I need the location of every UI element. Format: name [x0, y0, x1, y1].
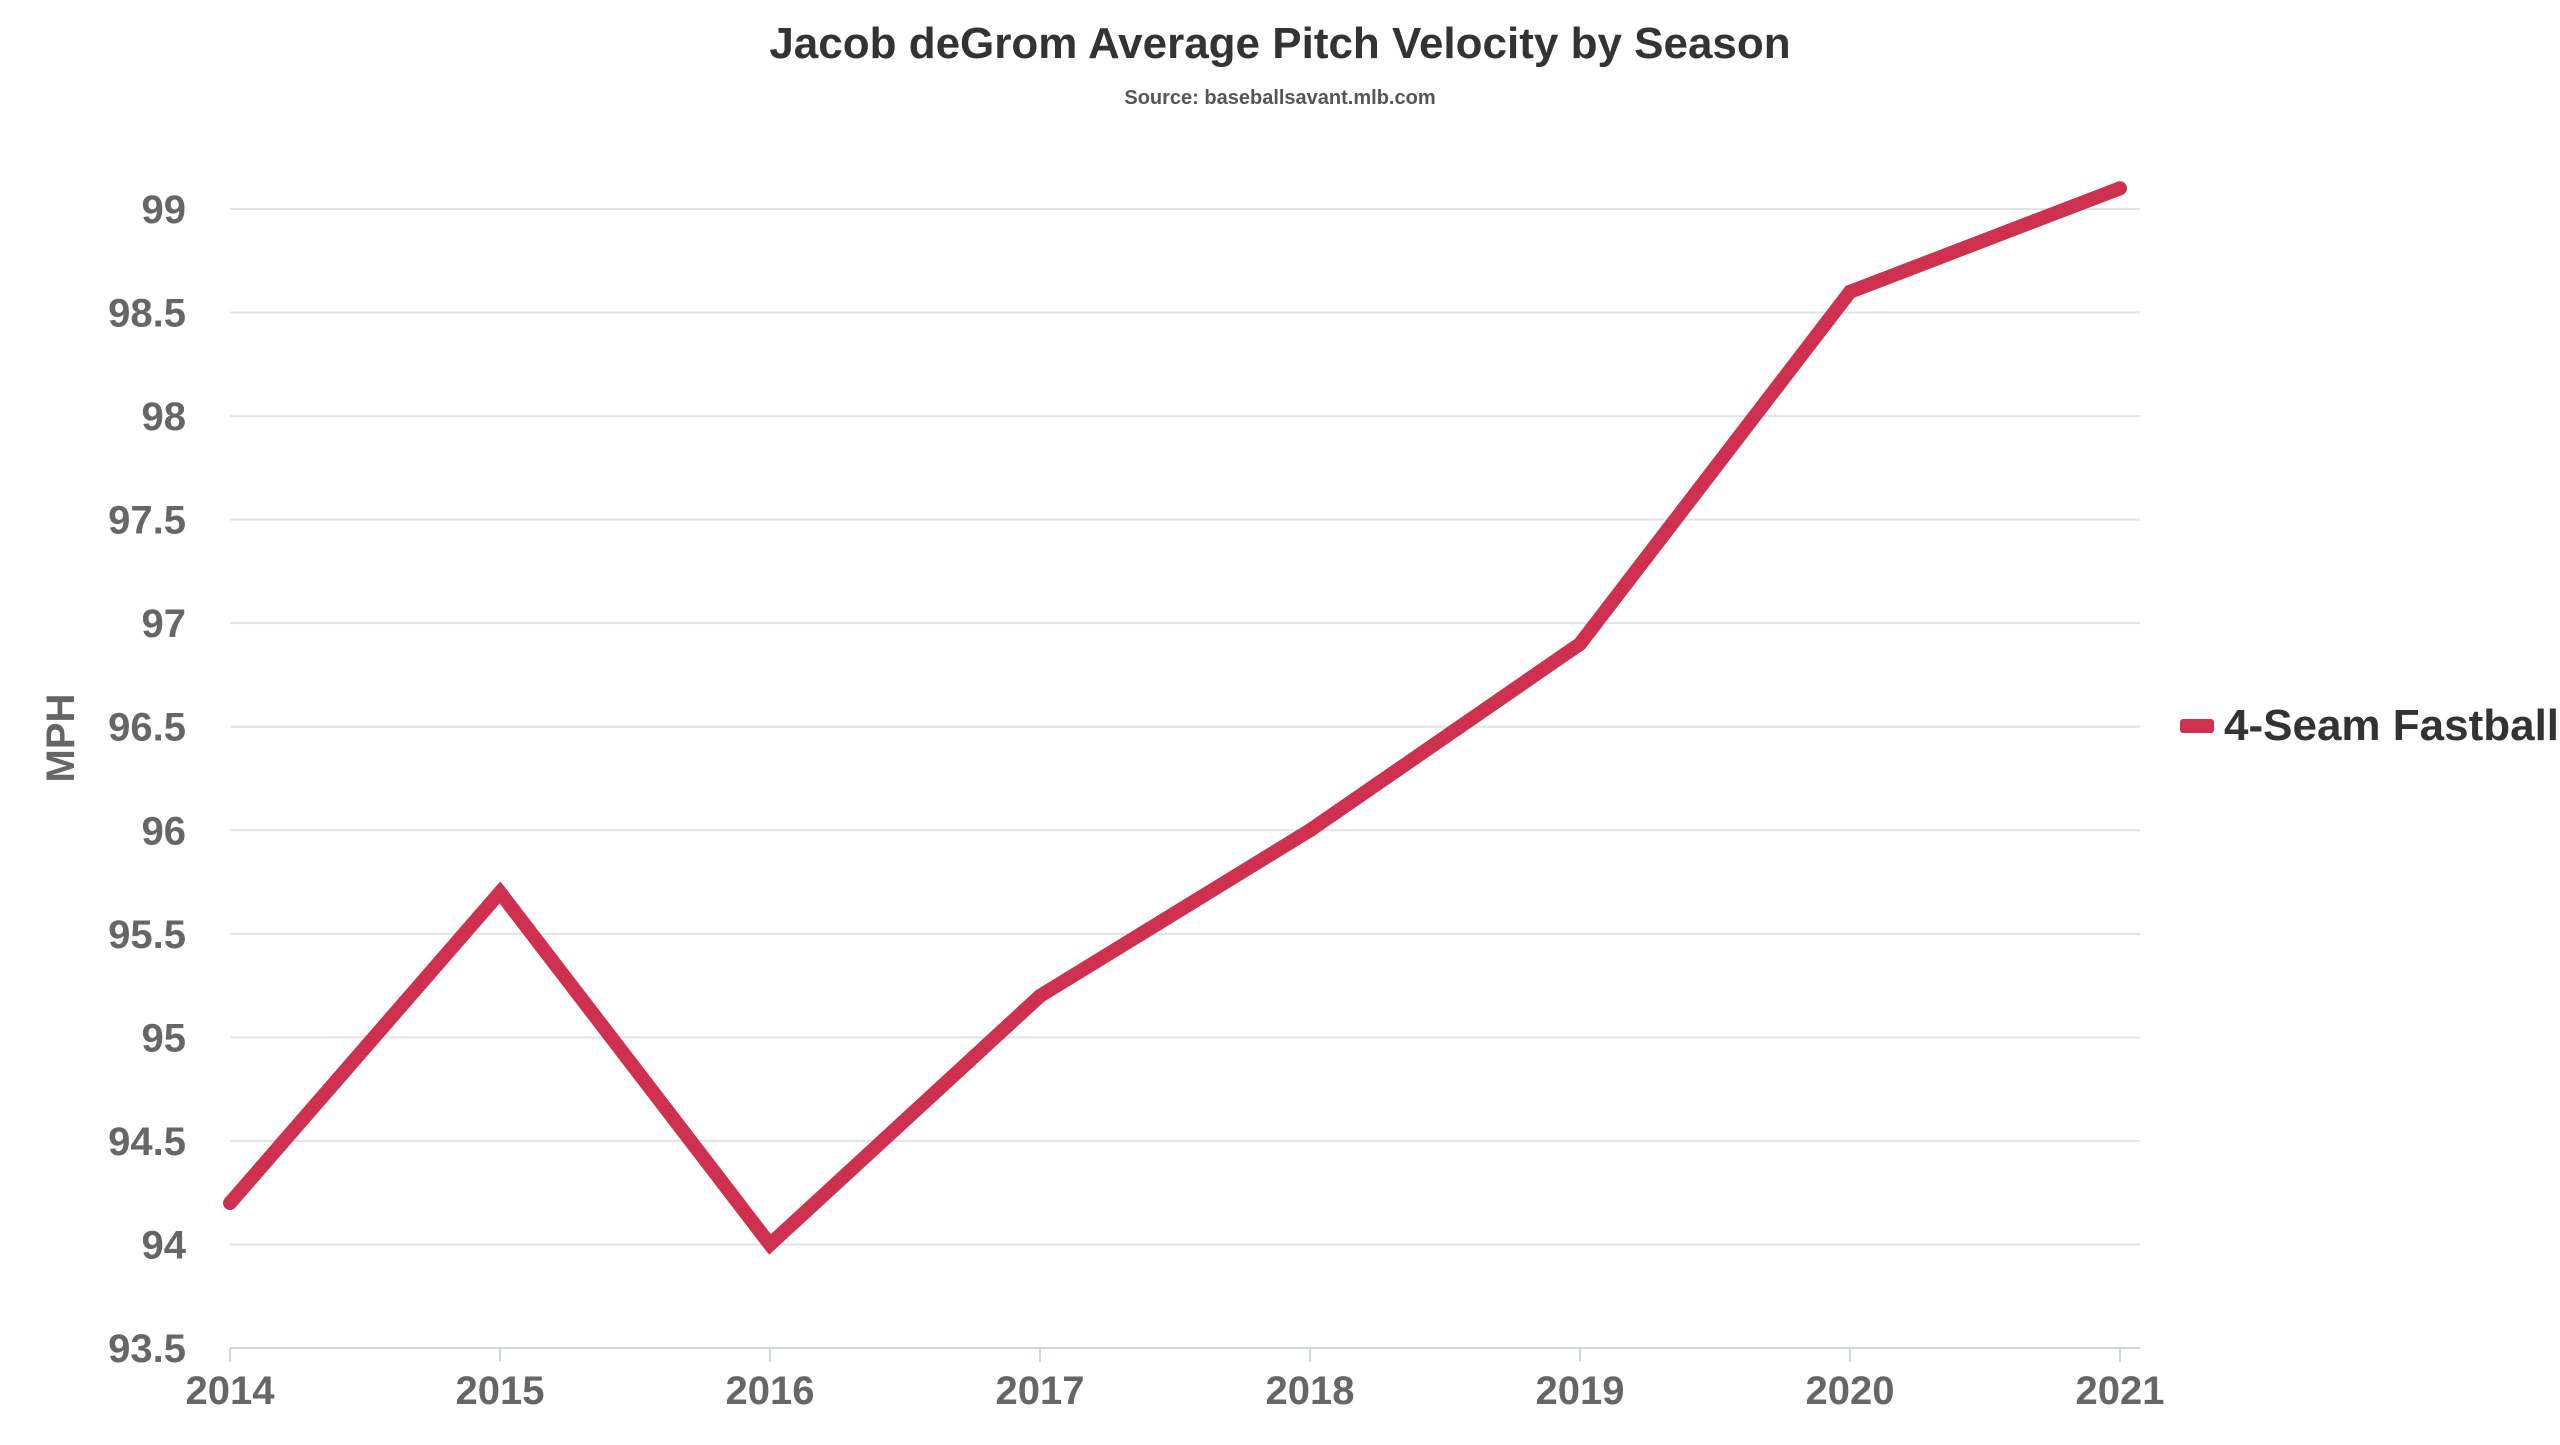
- legend-swatch-4-seam-fastball: [2180, 719, 2214, 733]
- gridlines: [230, 208, 2140, 1246]
- data-point: [1303, 823, 1317, 838]
- data-point: [493, 885, 507, 900]
- y-tick-label: 95.5: [108, 913, 186, 957]
- data-point: [2113, 181, 2127, 196]
- y-axis-title: MPH: [39, 694, 83, 783]
- data-point: [763, 1237, 777, 1252]
- y-tick-label: 96.5: [108, 706, 186, 750]
- x-tick-label: 2018: [1266, 1369, 1355, 1413]
- data-point: [1573, 636, 1587, 651]
- x-tick-label: 2019: [1536, 1369, 1625, 1413]
- x-tick-label: 2015: [456, 1369, 545, 1413]
- chart-subtitle: Source: baseballsavant.mlb.com: [1124, 87, 1435, 109]
- chart-title: Jacob deGrom Average Pitch Velocity by S…: [769, 19, 1790, 68]
- legend-label-4-seam-fastball: 4-Seam Fastball: [2224, 701, 2559, 750]
- data-point: [1033, 988, 1047, 1003]
- legend: 4-Seam Fastball: [2180, 701, 2559, 750]
- y-tick-label: 93.5: [108, 1327, 186, 1371]
- x-tick-label: 2014: [186, 1369, 276, 1413]
- x-axis: 2014 2015 2016 2017 2018 2019 2020 2021: [186, 1347, 2165, 1413]
- y-tick-label: 97.5: [108, 499, 186, 543]
- y-tick-label: 98: [142, 395, 187, 439]
- y-tick-label: 99: [142, 188, 187, 232]
- y-tick-label: 96: [142, 809, 187, 853]
- x-tick-label: 2017: [996, 1369, 1085, 1413]
- y-tick-label: 94: [142, 1223, 187, 1267]
- y-tick-label: 98.5: [108, 292, 186, 336]
- data-point: [1843, 284, 1857, 299]
- series-layer: [223, 181, 2127, 1255]
- x-tick-label: 2021: [2076, 1369, 2165, 1413]
- y-tick-label: 94.5: [108, 1120, 186, 1164]
- x-tick-label: 2020: [1806, 1369, 1895, 1413]
- y-tick-label: 95: [142, 1016, 187, 1060]
- y-axis: 93.5 94 94.5 95 95.5 96 96.5 97 97.5 98 98.5 99: [108, 188, 187, 1371]
- x-tick-label: 2016: [726, 1369, 815, 1413]
- y-tick-label: 97: [142, 602, 187, 646]
- data-point: [223, 1196, 237, 1211]
- series-line-4-seam-fastball: [224, 181, 2123, 1255]
